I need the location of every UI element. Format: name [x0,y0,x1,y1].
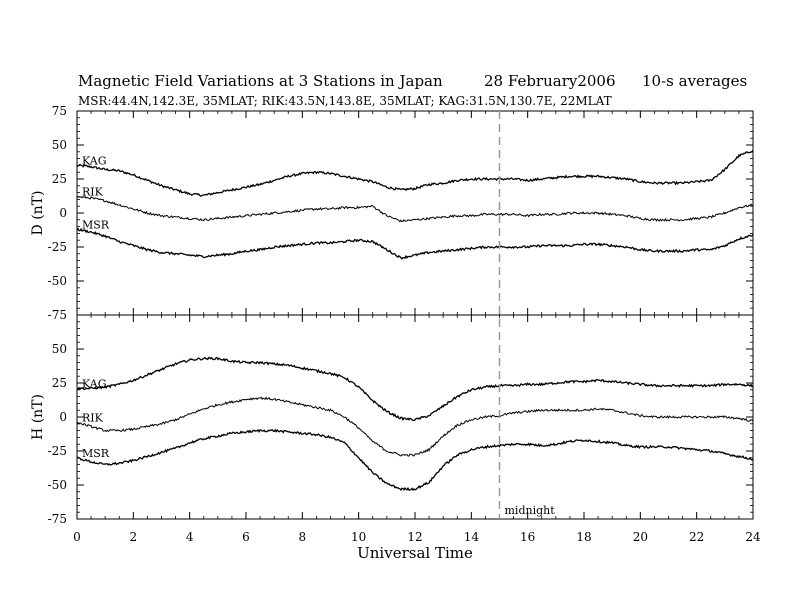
x-axis-label: Universal Time [357,544,473,562]
x-tick-label: 8 [299,530,307,544]
y-tick-label: -50 [48,274,67,288]
chart-title: Magnetic Field Variations at 3 Stations … [78,72,443,90]
y-tick-label: 25 [52,172,67,186]
chart-date: 28 February2006 [484,72,616,90]
panel-frame [76,110,754,316]
series-line-rik [76,396,754,457]
series-label-rik: RIK [82,411,104,424]
y-tick-label: 50 [52,138,67,152]
midnight-label: midnight [505,504,556,517]
series-label-rik: RIK [82,186,104,199]
x-tick-label: 20 [633,530,648,544]
averaging-note: 10-s averages [642,72,748,90]
series-line-kag [76,356,754,422]
station-info: MSR:44.4N,142.3E, 35MLAT; RIK:43.5N,143.… [78,94,612,108]
x-tick-label: 12 [407,530,422,544]
y-tick-label: -75 [48,512,67,526]
y-tick-label: -25 [48,444,67,458]
series-label-kag: KAG [82,377,107,390]
x-tick-label: 10 [351,530,366,544]
x-tick-label: 16 [520,530,535,544]
x-tick-label: 22 [689,530,704,544]
series-label-kag: KAG [82,154,107,167]
series-line-msr [76,428,754,492]
y-tick-label: -25 [48,240,67,254]
series-label-msr: MSR [82,218,110,231]
series-line-msr [76,227,754,260]
series-label-msr: MSR [82,447,110,460]
y-tick-label: 75 [52,104,67,118]
x-tick-label: 24 [745,530,761,544]
y-tick-label: 50 [52,342,67,356]
x-tick-label: 14 [464,530,480,544]
x-tick-label: 4 [186,530,194,544]
x-tick-label: 18 [576,530,591,544]
series-line-kag [76,150,754,197]
y-tick-label: 0 [59,206,67,220]
y-tick-label: 25 [52,376,67,390]
x-tick-label: 6 [242,530,250,544]
x-tick-label: 2 [130,530,138,544]
y-tick-label: -75 [48,308,67,322]
y-tick-label: 0 [59,410,67,424]
y-axis-label: H (nT) [30,394,46,440]
series-line-rik [76,195,754,223]
x-tick-label: 0 [73,530,81,544]
y-tick-label: -50 [48,478,67,492]
y-axis-label: D (nT) [30,191,46,236]
